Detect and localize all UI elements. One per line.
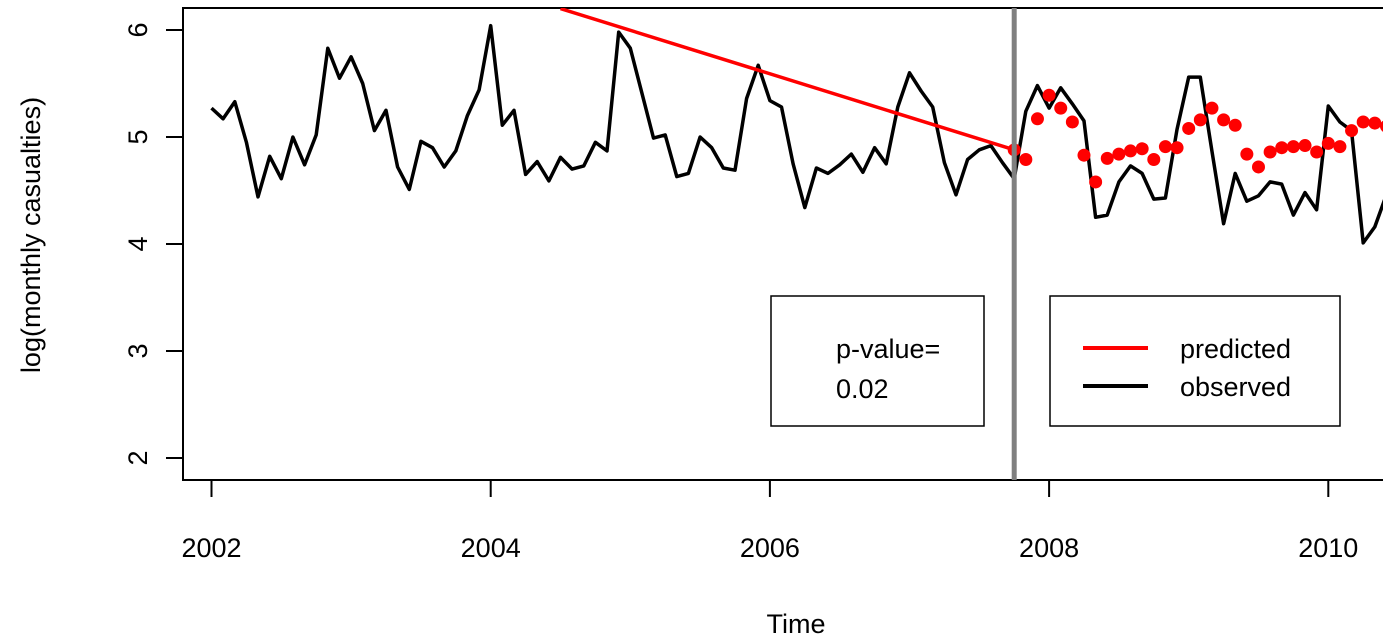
predicted-point (1356, 115, 1370, 129)
p-value-label: p-value= (836, 334, 940, 364)
observed-series-line (210, 23, 1383, 245)
predicted-point (1135, 142, 1149, 156)
y-tick-label: 5 (123, 129, 153, 144)
predicted-point (1077, 148, 1091, 162)
predicted-point (1100, 151, 1114, 165)
y-tick-label: 3 (123, 343, 153, 358)
legend-label-predicted: predicted (1180, 334, 1291, 364)
legend-label-observed: observed (1180, 372, 1291, 402)
predicted-point (1379, 120, 1383, 132)
predicted-point (1321, 136, 1335, 150)
predicted-point (1345, 124, 1359, 138)
predicted-point (1112, 147, 1126, 161)
x-tick-label: 2008 (1019, 533, 1079, 563)
predicted-point (1147, 152, 1161, 166)
y-tick-label: 6 (123, 22, 153, 37)
predicted-point (1333, 140, 1347, 154)
predicted-point (1240, 147, 1254, 161)
predicted-point (1182, 121, 1196, 135)
predicted-point (1251, 160, 1265, 174)
p-value-value: 0.02 (836, 374, 889, 404)
legend: predicted observed (1049, 295, 1341, 427)
x-axis: 2002 2004 2006 2008 2010 (181, 479, 1358, 563)
predicted-point (1368, 116, 1382, 130)
x-tick-label: 2004 (461, 533, 521, 563)
p-value-box: p-value= 0.02 (770, 295, 985, 427)
predicted-point (1042, 88, 1056, 102)
predicted-point (1019, 152, 1033, 166)
predicted-point (1228, 118, 1242, 132)
predicted-point (1089, 175, 1103, 189)
predicted-series-points (1007, 88, 1383, 189)
predicted-point (1298, 139, 1312, 153)
predicted-point (1193, 113, 1207, 127)
predicted-point (1205, 101, 1219, 115)
predicted-point (1170, 141, 1184, 155)
x-tick-label: 2002 (181, 533, 241, 563)
x-axis-title: Time (767, 609, 826, 639)
y-tick-label: 4 (123, 236, 153, 251)
y-tick-label: 2 (123, 450, 153, 465)
predicted-trend-line (559, 8, 1015, 152)
predicted-point (1263, 145, 1277, 159)
y-axis-title: log(monthly casualties) (16, 97, 46, 373)
predicted-point (1054, 101, 1068, 115)
predicted-point (1030, 112, 1044, 126)
predicted-point (1065, 115, 1079, 129)
x-tick-label: 2006 (740, 533, 800, 563)
predicted-point (1217, 113, 1231, 127)
predicted-point (1158, 140, 1172, 154)
predicted-point (1286, 140, 1300, 154)
predicted-point (1124, 144, 1138, 158)
predicted-point (1275, 141, 1289, 155)
y-axis: 2 3 4 5 6 (123, 22, 184, 466)
x-tick-label: 2010 (1298, 533, 1358, 563)
predicted-point (1310, 145, 1324, 159)
